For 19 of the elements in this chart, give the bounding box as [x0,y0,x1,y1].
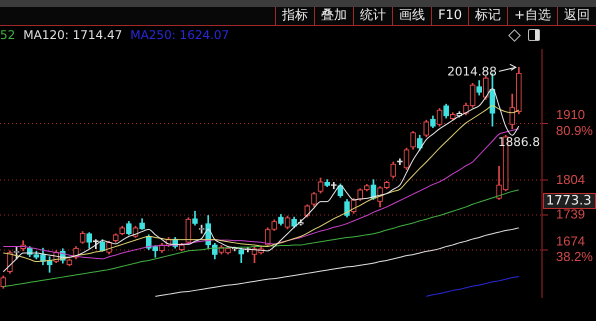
line-series [426,276,520,297]
y-tick-label: 1739 [556,206,585,222]
text: MA120: 1714.47 [23,28,122,42]
y-tick-label: 1910 80.9% [556,107,594,138]
text: 返回 [557,7,596,25]
text: 52 [0,28,16,42]
text: MA250: 1624.07 [130,28,230,42]
y-tick-label: 1804 [556,172,585,187]
text: 指标 [275,7,314,25]
y-tick-label: 1674 38.2% [556,234,594,264]
text: 画线 [392,7,432,25]
text: +自选 [507,7,557,25]
text: 叠加 [314,7,354,25]
text: F10 [431,7,468,25]
text: 1773.3 [546,193,592,208]
annotation: 2014.88 [447,64,497,78]
text: 统计 [353,7,392,25]
text: 标记 [468,7,508,25]
line-series [154,227,520,297]
